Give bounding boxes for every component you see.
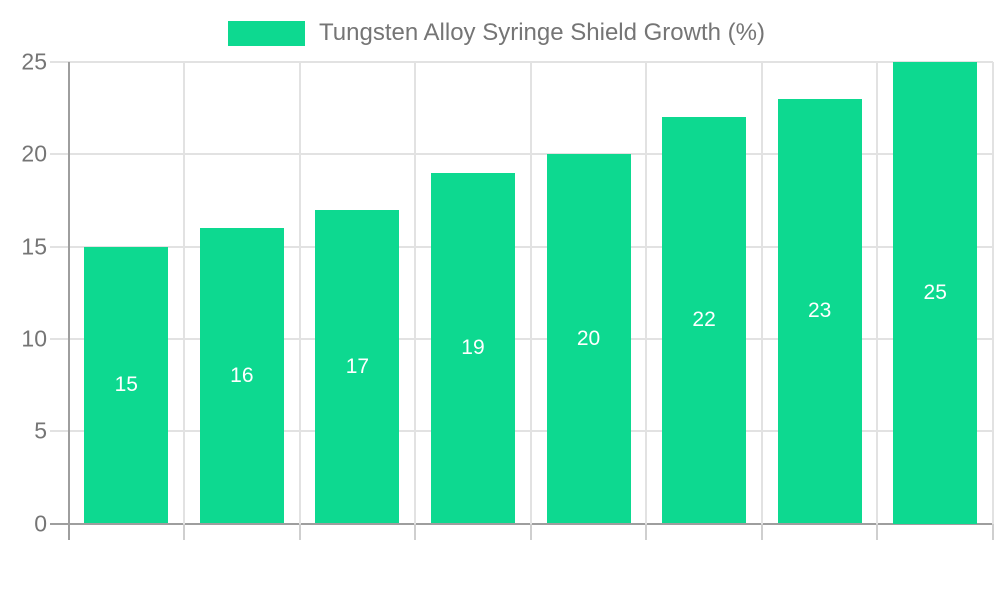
legend: Tungsten Alloy Syringe Shield Growth (%) (228, 19, 765, 47)
x-tick-mark (876, 523, 879, 540)
x-axis-line (50, 522, 993, 525)
y-tick-label: 15 (21, 233, 47, 260)
y-tick-label: 25 (21, 48, 47, 75)
bar-value-label: 16 (230, 363, 254, 387)
x-tick-mark (67, 523, 70, 540)
y-tick-label: 10 (21, 325, 47, 352)
gridline-horizontal (50, 153, 993, 156)
gridline-horizontal (50, 245, 993, 248)
gridline-vertical (992, 62, 994, 524)
x-tick-mark (645, 523, 648, 540)
y-tick-label: 5 (34, 417, 47, 444)
x-tick-mark (992, 523, 994, 540)
bar (777, 98, 862, 524)
gridline-vertical (876, 62, 879, 524)
bar (199, 228, 284, 524)
gridline-vertical (645, 62, 648, 524)
bar-value-label: 22 (692, 308, 716, 332)
bar-value-label: 15 (114, 373, 138, 397)
legend-swatch (228, 20, 305, 46)
y-axis-line (67, 62, 70, 524)
gridline-horizontal (50, 61, 993, 63)
legend-label: Tungsten Alloy Syringe Shield Growth (%) (319, 19, 765, 46)
x-tick-mark (414, 523, 417, 540)
gridline-vertical (298, 62, 301, 524)
y-tick-label: 20 (21, 140, 47, 167)
gridline-horizontal (50, 337, 993, 340)
x-tick-mark (183, 523, 186, 540)
bar (315, 209, 400, 524)
gridline-vertical (183, 62, 186, 524)
bar-value-label: 19 (461, 336, 485, 360)
bar (546, 154, 631, 524)
bar (430, 172, 515, 524)
bar (893, 62, 978, 524)
bar-value-label: 17 (345, 354, 370, 378)
x-tick-mark (529, 523, 532, 540)
x-tick-mark (760, 523, 763, 540)
bar (662, 117, 747, 524)
x-tick-mark (298, 523, 301, 540)
bar (84, 246, 169, 524)
gridline-horizontal (50, 430, 993, 433)
gridline-vertical (414, 62, 417, 524)
bar-value-label: 25 (923, 280, 947, 304)
bar-value-label: 23 (807, 299, 832, 323)
gridline-vertical (760, 62, 763, 524)
gridline-vertical (529, 62, 532, 524)
y-tick-label: 0 (34, 510, 47, 536)
bar-value-label: 20 (576, 326, 601, 350)
